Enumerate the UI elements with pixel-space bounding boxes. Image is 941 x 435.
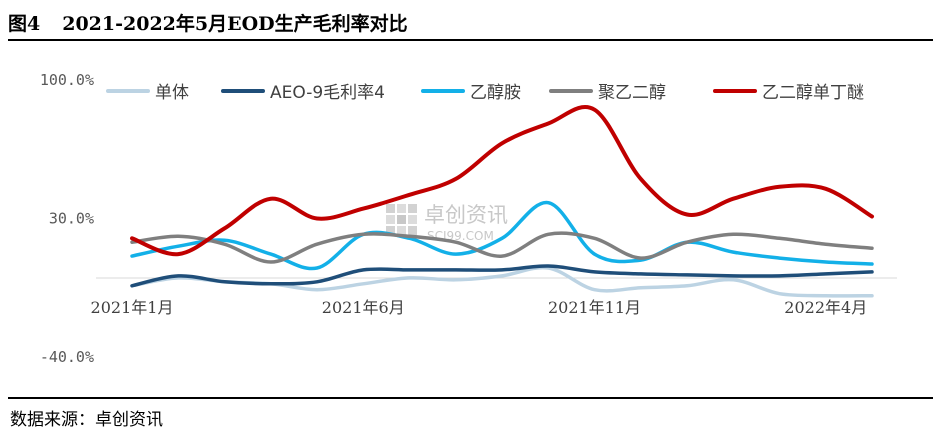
title-rule: [8, 39, 933, 41]
series-lines: [130, 105, 874, 298]
y-axis-ticks: 100.0% 30.0% -40.0%: [40, 71, 94, 366]
y-tick-label: 30.0%: [49, 210, 94, 228]
figure-title: 图4 2021-2022年5月EOD生产毛利率对比: [8, 6, 933, 38]
legend: 单体 AEO-9毛利率4 乙醇胺 聚乙二醇 乙二醇单丁醚: [106, 83, 864, 103]
legend-label: 聚乙二醇: [598, 83, 666, 103]
watermark-name: 卓创资讯: [424, 203, 508, 227]
watermark-logo-icon: [386, 204, 417, 235]
x-tick-label: 2021年11月: [548, 298, 641, 317]
y-tick-label: 100.0%: [40, 71, 94, 89]
y-tick-label: -40.0%: [40, 348, 94, 366]
series-line-4: [130, 105, 874, 257]
x-tick-label: 2021年1月: [91, 298, 174, 317]
legend-label: 单体: [155, 83, 189, 103]
series-line-3: [130, 231, 874, 264]
legend-label: AEO-9毛利率4: [270, 83, 385, 103]
source-rule: [8, 397, 933, 399]
series-line-1: [130, 264, 874, 288]
series-line-2: [130, 200, 874, 271]
legend-label: 乙醇胺: [470, 83, 521, 103]
watermark: 卓创资讯 SCI99.COM: [386, 203, 508, 243]
figure-number: 图4: [8, 12, 41, 35]
source-note: 数据来源：卓创资讯: [10, 410, 163, 430]
legend-label: 乙二醇单丁醚: [762, 83, 864, 103]
x-axis-labels: 2021年1月 2021年6月 2021年11月 2022年4月: [91, 298, 868, 317]
figure-title-text: 2021-2022年5月EOD生产毛利率对比: [62, 12, 408, 35]
x-tick-label: 2021年6月: [322, 298, 405, 317]
x-tick-label: 2022年4月: [784, 298, 867, 317]
